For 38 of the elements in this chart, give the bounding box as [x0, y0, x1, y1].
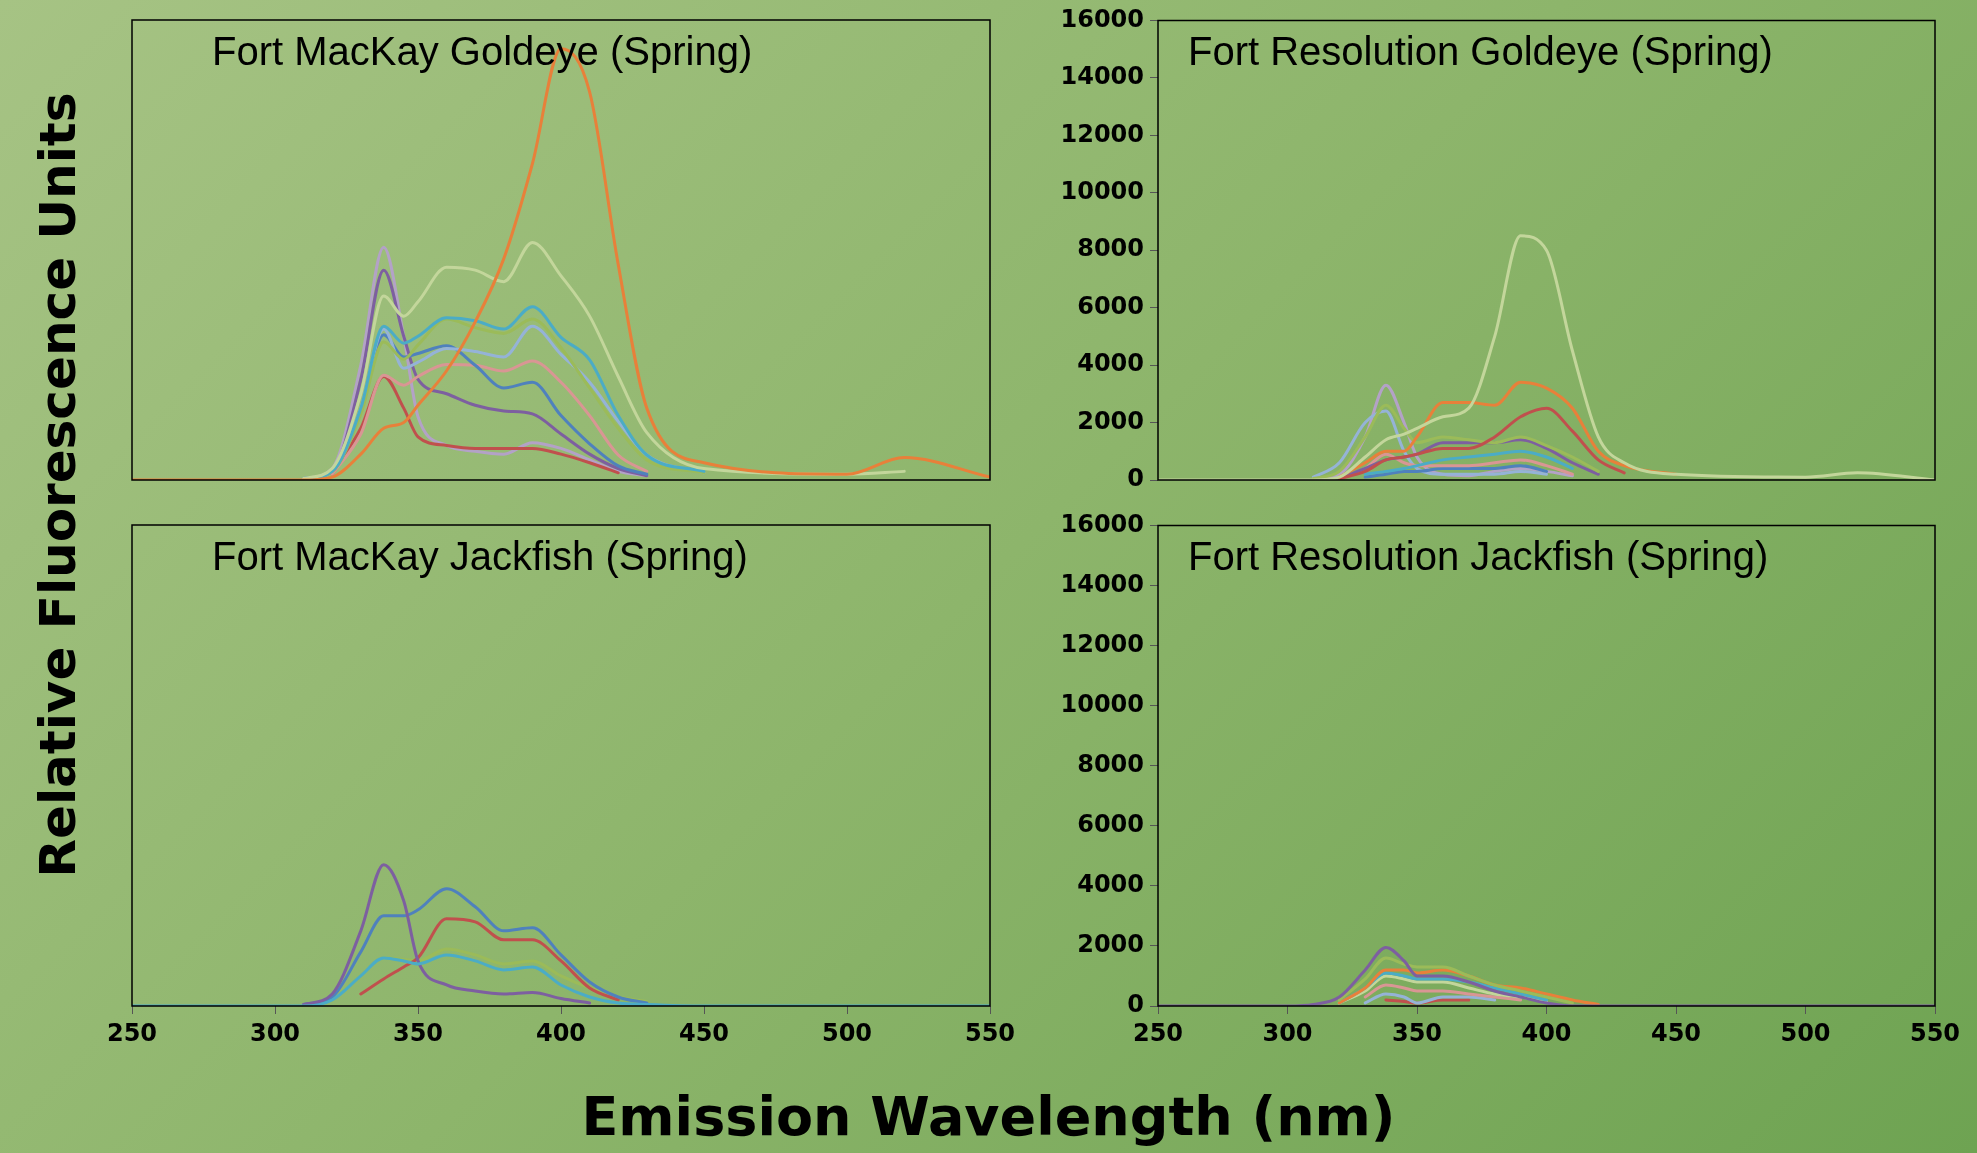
- chart-title: Fort Resolution Goldeye (Spring): [1188, 29, 1773, 74]
- y-tick-label: 16000: [1060, 509, 1144, 538]
- x-tick-label: 550: [1909, 1018, 1961, 1047]
- x-tick-label: 250: [106, 1018, 158, 1047]
- y-tick-label: 2000: [1077, 406, 1144, 435]
- x-tick-label: 250: [1132, 1018, 1184, 1047]
- y-tick-label: 4000: [1077, 870, 1144, 899]
- y-tick-label: 14000: [1060, 62, 1144, 91]
- y-tick-label: 10000: [1060, 176, 1144, 205]
- y-tick-label: 4000: [1077, 349, 1144, 378]
- x-tick-label: 450: [678, 1018, 730, 1047]
- x-tick-label: 300: [1262, 1018, 1313, 1047]
- x-axis-title: Emission Wavelength (nm): [580, 1085, 1397, 1148]
- y-tick-label: 12000: [1060, 629, 1144, 658]
- y-tick-label: 0: [1127, 464, 1144, 493]
- x-tick-label: 550: [964, 1018, 1016, 1047]
- x-tick-label: 400: [535, 1018, 587, 1047]
- y-tick-label: 8000: [1077, 234, 1144, 263]
- x-tick-label: 350: [1391, 1018, 1443, 1047]
- y-axis-title: Relative Fluorescence Units: [29, 92, 87, 878]
- x-tick-label: 300: [249, 1018, 301, 1047]
- y-tick-label: 14000: [1060, 569, 1144, 598]
- y-tick-label: 10000: [1060, 689, 1144, 718]
- y-tick-label: 6000: [1077, 291, 1144, 320]
- x-tick-label: 350: [392, 1018, 444, 1047]
- x-tick-label: 500: [1780, 1018, 1831, 1047]
- chart-title: Fort Resolution Jackfish (Spring): [1188, 534, 1769, 579]
- y-tick-label: 6000: [1077, 810, 1144, 839]
- y-tick-label: 2000: [1077, 930, 1144, 959]
- x-tick-label: 500: [821, 1018, 873, 1047]
- y-tick-label: 16000: [1060, 4, 1144, 33]
- x-tick-label: 400: [1521, 1018, 1572, 1047]
- chart-title: Fort MacKay Goldeye (Spring): [212, 29, 753, 74]
- y-tick-label: 8000: [1077, 749, 1144, 778]
- y-tick-label: 0: [1127, 990, 1144, 1019]
- y-tick-label: 12000: [1060, 119, 1144, 148]
- chart-title: Fort MacKay Jackfish (Spring): [212, 534, 748, 579]
- x-tick-label: 450: [1650, 1018, 1702, 1047]
